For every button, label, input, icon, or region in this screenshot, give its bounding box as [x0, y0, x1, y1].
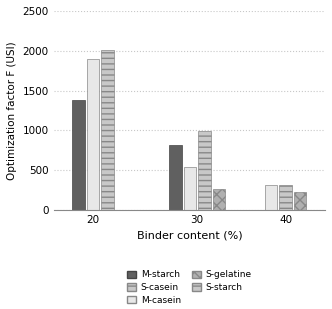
Legend: M-starch, S-casein, M-casein, S-gelatine, S-starch: M-starch, S-casein, M-casein, S-gelatine…: [127, 270, 251, 305]
Bar: [279, 185, 292, 210]
Bar: [213, 189, 225, 210]
Bar: [169, 145, 182, 210]
Bar: [294, 192, 306, 210]
Bar: [102, 50, 114, 210]
Bar: [87, 59, 99, 210]
Bar: [198, 131, 210, 210]
Bar: [184, 167, 196, 210]
Bar: [72, 100, 85, 210]
Bar: [265, 184, 277, 210]
Y-axis label: Optimization factor F (USI): Optimization factor F (USI): [7, 41, 17, 180]
X-axis label: Binder content (%): Binder content (%): [136, 231, 242, 240]
